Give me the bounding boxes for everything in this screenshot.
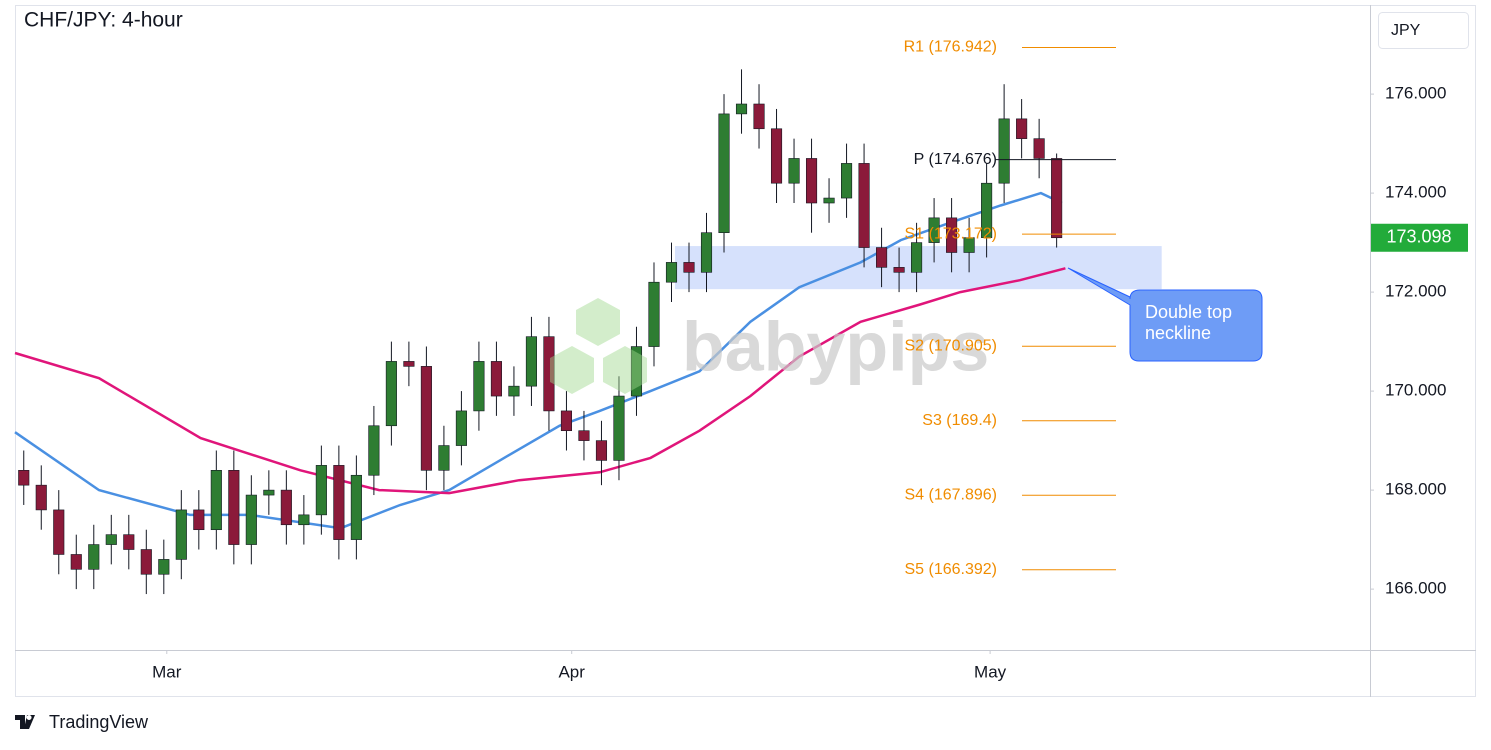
candle-body	[350, 474, 362, 540]
candle-body	[280, 489, 292, 526]
candle-body	[911, 242, 923, 273]
candle-body	[788, 158, 800, 184]
candle-body	[140, 549, 152, 575]
pivot-label: P (174.676)	[914, 151, 997, 168]
annotation: Double top neckline	[1145, 302, 1233, 343]
candle-body	[158, 559, 170, 575]
currency-box[interactable]	[1378, 12, 1469, 49]
candle-body	[18, 470, 30, 486]
candle-body	[175, 509, 187, 560]
candle-body	[473, 361, 485, 412]
candle-body	[648, 281, 660, 347]
candle-body	[543, 336, 555, 412]
candle-body	[928, 217, 940, 243]
candle-body	[1016, 118, 1028, 139]
x-tick-label: Mar	[152, 662, 182, 681]
candle-body	[88, 544, 100, 570]
candle-body	[403, 361, 415, 367]
pivot-label: R1 (176.942)	[904, 39, 997, 56]
candle-body	[613, 395, 625, 461]
candle-body	[508, 385, 520, 397]
x-tick-label: May	[974, 662, 1007, 681]
candle-body	[420, 366, 432, 471]
candle-body	[210, 470, 222, 531]
watermark: babypips	[682, 307, 989, 385]
candle-body	[893, 267, 905, 273]
candle-body	[630, 346, 643, 397]
pivot-label: S4 (167.896)	[904, 486, 997, 503]
pivot-label: S3 (169.4)	[922, 412, 997, 429]
overlay: 166.000 168.000 170.000 172.000 174.000 176.0…	[152, 39, 1468, 681]
pivot-label: S1 (173.172)	[904, 225, 997, 242]
candle-body	[53, 509, 65, 555]
candle-body	[700, 232, 713, 273]
candle-body	[298, 514, 310, 526]
candle-body	[490, 361, 502, 397]
candle-body	[368, 425, 380, 476]
candle-body	[105, 534, 117, 545]
candle-body	[560, 410, 573, 432]
brand-logo	[15, 715, 35, 729]
callout: Double top neckline	[1067, 267, 1263, 362]
candle-body	[963, 237, 975, 253]
x-tick-label: Apr	[558, 662, 585, 681]
candle-body	[438, 445, 450, 471]
y-tick-label: 174.000	[1385, 183, 1446, 202]
pivot-label: S2 (170.905)	[904, 338, 997, 355]
candle-body	[823, 197, 835, 204]
y-tick-label: 176.000	[1385, 84, 1446, 103]
watermark-logo	[550, 298, 647, 394]
candle-body	[228, 470, 240, 545]
y-tick-label: 168.000	[1385, 480, 1446, 499]
candle-body	[735, 103, 748, 115]
candle-body	[841, 163, 853, 199]
candle-body	[578, 430, 590, 441]
last-price-box	[1371, 223, 1468, 252]
candle-body	[1051, 158, 1063, 239]
candle-body	[876, 247, 888, 268]
candle-body	[753, 103, 765, 130]
y-tick-label: 172.000	[1385, 282, 1446, 301]
moving-average	[14, 191, 1063, 530]
candle-body	[595, 440, 608, 461]
y-tick-label: 170.000	[1385, 381, 1446, 400]
underlay	[14, 46, 1162, 595]
candle-body	[123, 534, 135, 550]
currency-label[interactable]: JPY	[1391, 22, 1421, 39]
candle-body	[263, 489, 275, 496]
brand: TradingView	[49, 712, 149, 732]
candle-body	[665, 262, 678, 283]
candle-body	[70, 554, 82, 570]
candle-body	[1033, 138, 1045, 159]
candle-body	[455, 410, 467, 446]
candle-body	[770, 128, 783, 184]
candle-body	[245, 494, 257, 545]
candle-body	[315, 465, 327, 516]
chart-title: CHF/JPY: 4-hour	[24, 9, 183, 32]
last-price-label: 173.098	[1386, 227, 1451, 247]
candle-body	[525, 336, 537, 387]
moving-average	[14, 267, 1066, 495]
candle-body	[858, 163, 870, 248]
candle-body	[718, 113, 730, 234]
candle-body	[805, 158, 818, 204]
candle-body	[683, 262, 695, 273]
candle-body	[193, 509, 205, 531]
candle-body	[946, 217, 958, 253]
y-tick-label: 166.000	[1385, 579, 1446, 598]
candle-body	[35, 484, 47, 511]
candle-body	[981, 182, 993, 238]
candle-body	[385, 361, 397, 427]
pivot-label: S5 (166.392)	[904, 561, 997, 578]
candle-body	[333, 465, 345, 540]
candle-body	[998, 118, 1010, 184]
